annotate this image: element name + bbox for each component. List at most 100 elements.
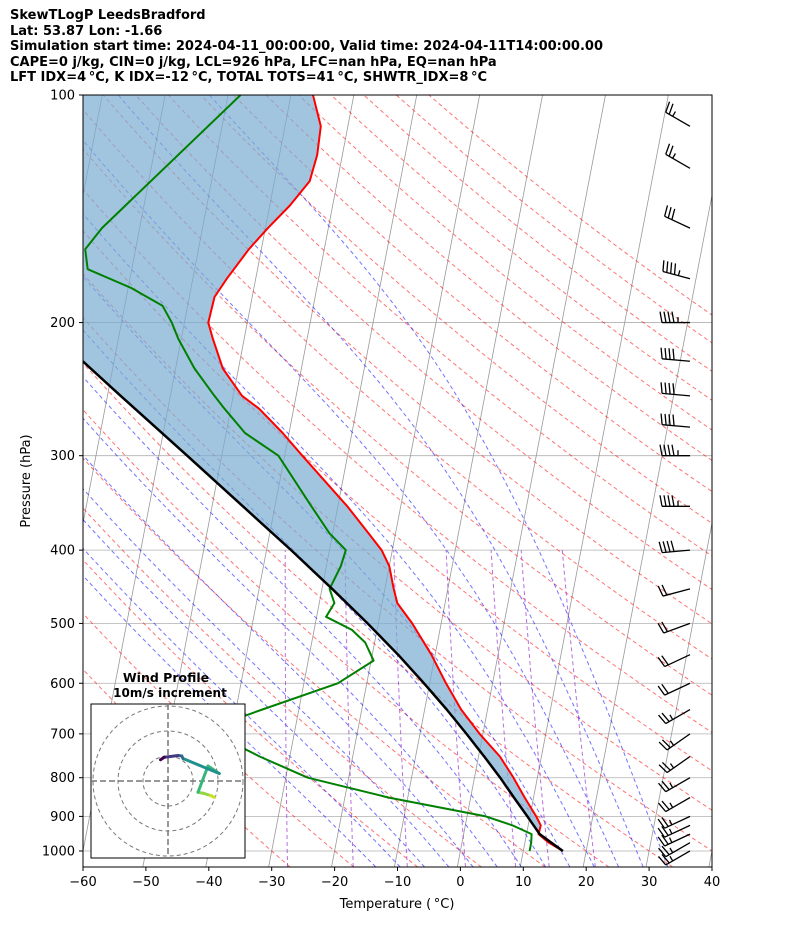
barb-staff bbox=[663, 622, 691, 634]
x-axis-label: Temperature ( °C) bbox=[339, 897, 455, 912]
isotherm-line bbox=[331, 95, 481, 867]
barb-flag bbox=[661, 584, 668, 596]
x-tick-label: 10 bbox=[515, 875, 532, 890]
barb-flag bbox=[657, 827, 666, 838]
wind-barb bbox=[657, 682, 691, 696]
barb-flag bbox=[657, 818, 666, 829]
barb-flag bbox=[667, 444, 671, 456]
barb-flag bbox=[658, 714, 667, 724]
wind-barb bbox=[657, 824, 691, 838]
isotherm-line bbox=[708, 848, 712, 867]
wind-barb bbox=[662, 260, 691, 280]
barb-flag bbox=[672, 414, 675, 426]
barb-flag bbox=[663, 205, 669, 217]
dry-adiabat bbox=[83, 362, 674, 867]
wind-barbs bbox=[657, 101, 691, 866]
barb-flag bbox=[661, 834, 669, 845]
y-tick-label: 1000 bbox=[42, 844, 75, 859]
barb-flag bbox=[671, 208, 676, 220]
barb-half-flag bbox=[669, 740, 675, 746]
isotherm-line bbox=[645, 521, 712, 867]
barb-half-flag bbox=[668, 828, 673, 835]
wind-barb bbox=[658, 850, 691, 866]
barb-staff bbox=[665, 111, 691, 127]
barb-flag bbox=[668, 145, 674, 157]
chart-title: SkewTLogP LeedsBradford bbox=[10, 8, 206, 23]
barb-flag bbox=[663, 311, 667, 323]
barb-flag bbox=[657, 685, 666, 696]
x-tick-label: 40 bbox=[704, 875, 721, 890]
barb-half-flag bbox=[669, 714, 674, 720]
wind-barb bbox=[659, 311, 690, 324]
barb-flag bbox=[673, 263, 677, 275]
y-axis-label: Pressure (hPa) bbox=[19, 434, 34, 527]
wind-barb bbox=[657, 833, 691, 847]
barb-flag bbox=[660, 413, 663, 425]
barb-flag bbox=[665, 143, 671, 155]
moist-adiabat bbox=[83, 488, 450, 867]
dry-adiabat bbox=[83, 188, 712, 734]
temperature-line bbox=[207, 95, 564, 852]
time-line: Simulation start time: 2024-04-11_00:00:… bbox=[10, 39, 603, 54]
barb-half-flag bbox=[668, 837, 673, 843]
barb-flag bbox=[670, 262, 673, 274]
y-tick-label: 800 bbox=[50, 771, 75, 786]
y-tick-label: 500 bbox=[50, 617, 75, 632]
x-axis: −60 −50 −40 −30 −20 −10 0 10 20 30 40 bbox=[69, 867, 720, 890]
dry-adiabat bbox=[330, 95, 712, 401]
barb-flag bbox=[671, 311, 675, 323]
barb-flag bbox=[658, 856, 667, 866]
dry-adiabat bbox=[200, 95, 712, 524]
barb-staff bbox=[665, 777, 691, 793]
dry-adiabat bbox=[83, 457, 546, 867]
barb-staff bbox=[662, 270, 691, 280]
dry-adiabat bbox=[135, 95, 712, 591]
wind-barb bbox=[660, 347, 691, 362]
wind-barb bbox=[658, 797, 691, 813]
dry-adiabat bbox=[83, 559, 419, 867]
isotherm-line bbox=[519, 95, 669, 867]
barb-staff bbox=[662, 549, 691, 554]
barb-flag bbox=[667, 311, 671, 323]
barb-flag bbox=[658, 541, 663, 553]
dry-adiabat bbox=[265, 95, 712, 462]
dry-adiabat bbox=[298, 95, 712, 431]
barb-flag bbox=[666, 261, 669, 273]
barb-flag bbox=[661, 739, 671, 749]
barb-staff bbox=[664, 824, 691, 838]
x-tick-label: −40 bbox=[195, 875, 222, 890]
barb-staff bbox=[664, 682, 691, 696]
moist-adiabat bbox=[83, 329, 547, 867]
barb-flag bbox=[657, 585, 664, 597]
wind-barb bbox=[657, 584, 691, 597]
wind-barb bbox=[657, 621, 691, 634]
barb-flag bbox=[659, 495, 663, 507]
moist-adiabat bbox=[83, 213, 595, 867]
isotherm-line bbox=[772, 95, 794, 867]
barb-flag bbox=[659, 311, 663, 323]
cape-line: CAPE=0 j/kg, CIN=0 j/kg, LCL=926 hPa, LF… bbox=[10, 54, 497, 70]
barb-flag bbox=[667, 206, 672, 219]
barb-flag bbox=[668, 414, 671, 426]
wind-barb bbox=[658, 777, 691, 793]
barb-half-flag bbox=[669, 847, 674, 853]
wind-barb bbox=[660, 413, 691, 428]
moist-adiabat bbox=[83, 376, 522, 867]
x-tick-label: −30 bbox=[258, 875, 285, 890]
y-tick-label: 200 bbox=[50, 316, 75, 331]
moist-adiabat bbox=[208, 95, 669, 867]
wind-barb bbox=[658, 755, 691, 774]
y-tick-label: 600 bbox=[50, 677, 75, 692]
barb-staff bbox=[666, 733, 691, 751]
wind-barb bbox=[665, 143, 691, 169]
dry-adiabat bbox=[83, 108, 712, 660]
barb-flag bbox=[658, 741, 668, 751]
barb-flag bbox=[672, 348, 675, 360]
barb-flag bbox=[661, 761, 671, 771]
barb-staff bbox=[662, 588, 691, 597]
barb-flag bbox=[658, 847, 667, 858]
barb-flag bbox=[658, 802, 667, 813]
y-tick-label: 300 bbox=[50, 449, 75, 464]
mixing-ratio-line bbox=[284, 550, 288, 867]
